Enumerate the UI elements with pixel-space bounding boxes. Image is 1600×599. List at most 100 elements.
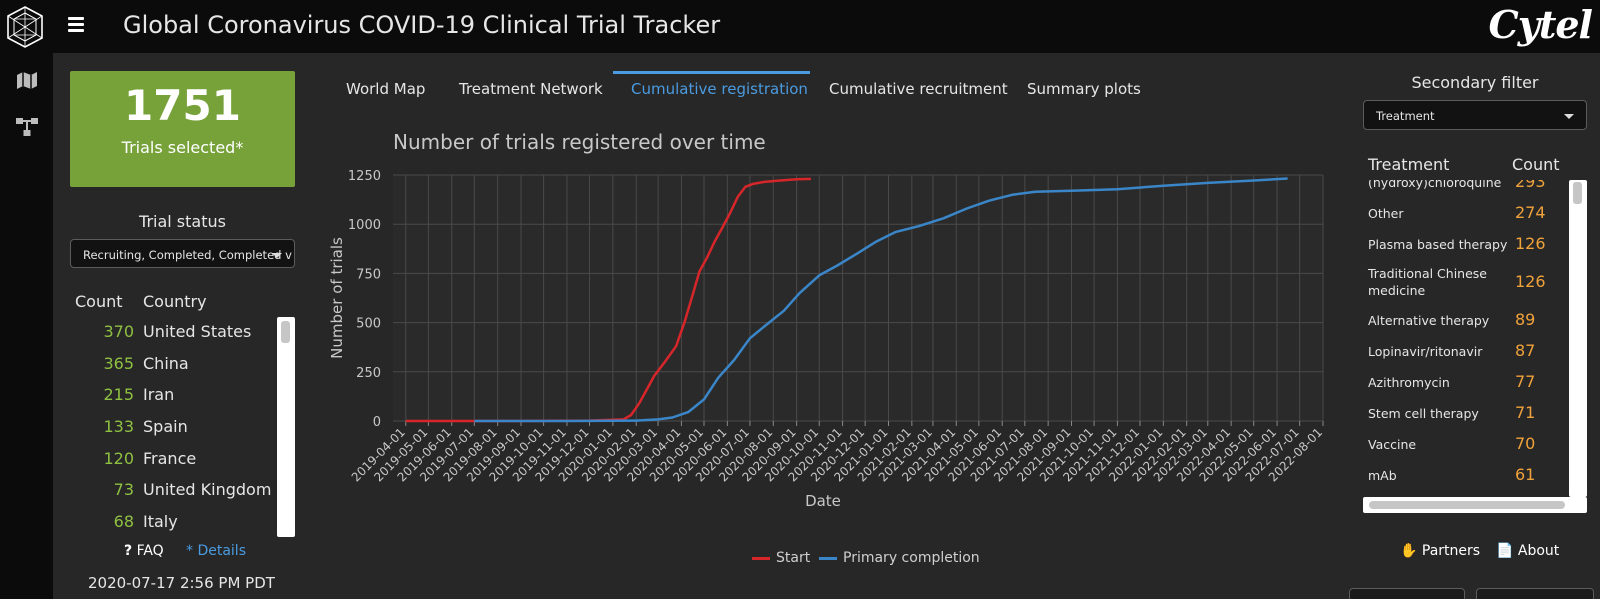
trial-status-select[interactable]: Recruiting, Completed, Completed v	[70, 239, 295, 268]
left-rail	[0, 53, 53, 599]
legend-start-label: Start	[776, 550, 811, 566]
series-line-primary-completion[interactable]	[474, 177, 1288, 423]
treatment-count: 61	[1515, 465, 1536, 484]
tab-cumulative-recruitment[interactable]: Cumulative recruitment	[829, 80, 1008, 98]
active-tab-indicator	[613, 71, 810, 74]
country-count: 215	[103, 385, 134, 405]
map-icon[interactable]	[15, 69, 39, 91]
y-tick-label: 0	[373, 415, 381, 430]
trial-status-label: Trial status	[139, 212, 226, 231]
country-count: 365	[103, 353, 134, 373]
about-link[interactable]: 📄 About	[1496, 543, 1559, 559]
treatment-name: mAb	[1368, 468, 1397, 483]
treatment-name: Alternative therapy	[1368, 313, 1490, 328]
faq-label: FAQ	[136, 543, 164, 559]
country-list: 370 United States 365 China 215 Iran 133 Spain 1…	[70, 315, 295, 537]
country-count-header[interactable]: Count	[75, 292, 123, 311]
country-row[interactable]: 133 Spain	[70, 410, 295, 442]
y-axis-label: Number of trials	[328, 237, 346, 359]
country-count: 370	[103, 322, 134, 341]
treatment-name: Lopinavir/ritonavir	[1368, 344, 1483, 359]
country-name: Italy	[143, 512, 178, 532]
legend-start[interactable]: Start	[752, 550, 810, 566]
country-count: 133	[103, 417, 134, 437]
treatment-count-header[interactable]: Count	[1512, 155, 1560, 174]
bottom-button-right[interactable]	[1476, 588, 1594, 599]
treatment-count: 274	[1515, 203, 1546, 222]
country-count: 73	[113, 480, 134, 500]
handshake-icon: ✋	[1400, 543, 1418, 559]
secondary-filter-label: Secondary filter	[1411, 73, 1539, 92]
country-row[interactable]: 68 Italy	[70, 505, 295, 537]
faq-link[interactable]: ? FAQ	[124, 543, 164, 559]
geodesic-sphere-logo[interactable]	[4, 5, 46, 49]
treatment-name: (hydroxy)chloroquine	[1368, 180, 1502, 190]
country-row[interactable]: 120 France	[70, 442, 295, 474]
treatment-name: Other	[1368, 206, 1404, 221]
series-line-start[interactable]	[405, 177, 811, 423]
country-count: 68	[113, 512, 134, 532]
y-tick-label: 500	[356, 317, 381, 332]
country-row[interactable]: 215 Iran	[70, 378, 295, 410]
country-row[interactable]: 365 China	[70, 347, 295, 379]
treatment-count: 87	[1515, 341, 1536, 360]
tab-world-map[interactable]: World Map	[346, 80, 426, 98]
x-axis-label: Date	[805, 492, 841, 510]
legend-start-swatch	[752, 556, 770, 560]
bottom-button-left[interactable]	[1349, 588, 1465, 599]
y-tick-label: 1000	[348, 218, 381, 233]
document-icon: 📄	[1496, 543, 1514, 559]
plot-area	[393, 175, 1323, 421]
hamburger-icon[interactable]	[68, 17, 84, 33]
tab-summary-plots[interactable]: Summary plots	[1027, 80, 1141, 98]
y-tick-label: 750	[356, 267, 381, 282]
country-name: United Kingdom	[143, 480, 272, 500]
y-tick-label: 1250	[348, 169, 381, 184]
treatment-name: Vaccine	[1368, 437, 1417, 452]
treatment-name: Azithromycin	[1368, 375, 1450, 390]
details-link[interactable]: * Details	[186, 543, 246, 559]
treatment-count: 89	[1515, 310, 1536, 329]
treatment-count: 293	[1515, 180, 1546, 191]
country-row[interactable]: 370 United States	[70, 315, 295, 347]
legend-completion-swatch	[819, 556, 837, 560]
country-count: 120	[103, 448, 134, 468]
treatment-count: 70	[1515, 434, 1536, 453]
secondary-filter-value: Treatment	[1376, 109, 1435, 123]
treatment-count: 126	[1515, 234, 1546, 253]
partners-link[interactable]: ✋ Partners	[1400, 543, 1480, 559]
country-name: France	[143, 448, 197, 468]
app-title: Global Coronavirus COVID-19 Clinical Tri…	[123, 11, 721, 39]
country-name: Iran	[143, 385, 175, 405]
tab-cumulative-registration[interactable]: Cumulative registration	[631, 80, 808, 98]
network-icon[interactable]	[15, 116, 39, 138]
question-icon: ?	[124, 543, 133, 559]
secondary-filter-select[interactable]: Treatment	[1363, 100, 1587, 130]
about-label: About	[1517, 543, 1560, 559]
top-bar: Global Coronavirus COVID-19 Clinical Tri…	[0, 0, 1600, 53]
registration-chart[interactable]: 0250500750100012502019-04-012019-05-0120…	[320, 165, 1330, 535]
country-name: Spain	[143, 417, 188, 437]
treatment-count: 71	[1515, 403, 1536, 422]
trials-count: 1751	[124, 81, 241, 130]
legend-completion-label: Primary completion	[843, 550, 980, 566]
treatment-name-header[interactable]: Treatment	[1368, 155, 1450, 174]
legend-primary-completion[interactable]: Primary completion	[819, 550, 980, 566]
country-row[interactable]: 73 United Kingdom	[70, 473, 295, 505]
country-list-scrollbar[interactable]	[277, 317, 295, 537]
country-name-header[interactable]: Country	[143, 292, 207, 311]
tab-treatment-network[interactable]: Treatment Network	[459, 80, 603, 98]
treatment-list-hscrollbar[interactable]	[1363, 497, 1587, 513]
chevron-down-icon	[1564, 114, 1574, 119]
treatment-name: Traditional Chinese medicine	[1368, 266, 1487, 298]
trial-status-value: Recruiting, Completed, Completed v	[83, 248, 292, 262]
chevron-down-icon	[272, 253, 282, 258]
treatment-count: 77	[1515, 372, 1536, 391]
trials-selected-box: 1751 Trials selected*	[70, 71, 295, 187]
country-name: China	[143, 353, 189, 373]
chart-title: Number of trials registered over time	[393, 130, 766, 154]
treatment-list-vscrollbar[interactable]	[1569, 180, 1587, 497]
timestamp: 2020-07-17 2:56 PM PDT	[88, 574, 275, 592]
country-name: United States	[143, 322, 252, 341]
